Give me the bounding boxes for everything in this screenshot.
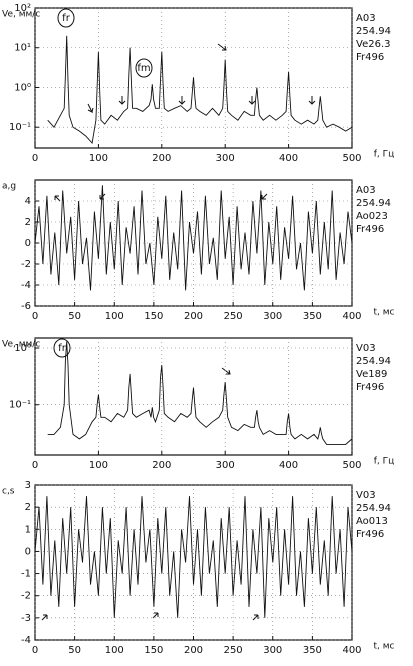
x-tick-label: 300	[263, 645, 282, 656]
panel-info: V03	[356, 343, 376, 354]
arrow	[252, 614, 259, 621]
y-tick-label: 2	[25, 502, 31, 513]
y-tick-label: 0	[25, 546, 31, 557]
x-tick-label: 150	[144, 645, 163, 656]
y-tick-label: 10¹	[14, 43, 31, 54]
y-tick-label: -6	[21, 301, 31, 312]
plot-frame	[34, 337, 353, 456]
x-tick-label: 300	[263, 311, 282, 322]
arrow	[118, 96, 126, 105]
panel-info: Ve189	[356, 369, 387, 380]
x-tick-label: 350	[303, 645, 322, 656]
y-tick-label: -4	[21, 635, 31, 646]
y-tick-label: -3	[21, 613, 31, 624]
arrow	[308, 96, 316, 105]
data-line	[34, 185, 353, 291]
y-tick-label: -2	[21, 591, 31, 602]
arrow	[87, 103, 94, 114]
y-tick-label: 3	[25, 480, 31, 491]
label-circle	[135, 58, 153, 78]
x-axis-label: t, мс	[374, 642, 395, 652]
x-tick-label: 200	[184, 645, 203, 656]
arrow	[261, 193, 268, 200]
x-tick-label: 500	[342, 153, 361, 164]
label-circle	[57, 8, 75, 28]
data-line	[47, 35, 353, 144]
y-tick-label: 1	[25, 524, 31, 535]
data-line	[47, 341, 353, 445]
x-tick-label: 500	[342, 460, 361, 471]
x-tick-label: 250	[224, 645, 243, 656]
x-tick-label: 400	[342, 645, 361, 656]
y-tick-label: -1	[21, 569, 31, 580]
panel-info: A03	[356, 13, 376, 24]
x-axis-label: f, Гц	[374, 457, 395, 467]
panel-info: Ao013	[356, 516, 388, 527]
panel-info: Fr496	[356, 224, 384, 235]
x-axis-label: t, мс	[374, 308, 395, 318]
y-tick-label: 10²	[14, 3, 31, 14]
y-axis-label: Ve, мм/с	[2, 340, 40, 350]
panel-info: Fr496	[356, 529, 384, 540]
x-tick-label: 100	[105, 311, 124, 322]
x-tick-label: 250	[224, 311, 243, 322]
panel-info: A03	[356, 185, 376, 196]
x-tick-label: 400	[279, 153, 298, 164]
y-tick-label: 4	[25, 196, 31, 207]
x-tick-label: 0	[32, 153, 38, 164]
x-tick-label: 200	[152, 153, 171, 164]
x-tick-label: 300	[216, 153, 235, 164]
data-line	[34, 496, 353, 618]
arrow	[217, 43, 227, 51]
x-tick-label: 100	[105, 645, 124, 656]
y-axis-label: Ve, мм/с	[2, 10, 40, 20]
x-tick-label: 50	[68, 311, 81, 322]
panel-info: Fr496	[356, 52, 384, 63]
x-tick-label: 100	[89, 460, 108, 471]
y-tick-label: 10⁻¹	[9, 400, 31, 411]
x-tick-label: 0	[32, 645, 38, 656]
panel-info: 254.94	[356, 198, 391, 209]
arrow	[54, 195, 61, 202]
x-tick-label: 400	[342, 311, 361, 322]
y-axis-label: c,s	[2, 487, 15, 497]
panel-info: 254.94	[356, 26, 391, 37]
x-tick-label: 100	[89, 153, 108, 164]
panel-info: Ve26.3	[356, 39, 390, 50]
x-tick-label: 350	[303, 311, 322, 322]
x-axis-label: f, Гц	[374, 150, 395, 160]
arrow	[178, 96, 186, 105]
y-tick-label: 2	[25, 217, 31, 228]
panel-info: Ao023	[356, 211, 388, 222]
y-tick-label: -4	[21, 280, 31, 291]
x-tick-label: 200	[152, 460, 171, 471]
arrows	[41, 43, 316, 621]
x-tick-label: 200	[184, 311, 203, 322]
x-tick-label: 150	[144, 311, 163, 322]
x-tick-label: 50	[68, 645, 81, 656]
arrow	[221, 367, 231, 375]
y-tick-label: 10⁻¹	[9, 122, 31, 133]
y-tick-label: 10⁰	[14, 82, 31, 93]
y-axis-label: a,g	[2, 182, 16, 192]
x-tick-label: 0	[32, 460, 38, 471]
arrow	[41, 614, 48, 621]
x-tick-label: 300	[216, 460, 235, 471]
y-tick-label: 10⁰	[14, 343, 31, 354]
peak-label: fr	[62, 13, 71, 24]
plot-frame	[34, 7, 353, 149]
panel-info: 254.94	[356, 356, 391, 367]
peak-label: fm	[137, 63, 150, 74]
x-tick-label: 0	[32, 311, 38, 322]
arrow	[248, 96, 256, 105]
y-tick-label: 0	[25, 238, 31, 249]
y-tick-label: -2	[21, 259, 31, 270]
peak-label: fr	[58, 343, 67, 354]
panel-info: 254.94	[356, 503, 391, 514]
panel-info: Fr496	[356, 382, 384, 393]
panel-info: V03	[356, 490, 376, 501]
x-tick-label: 400	[279, 460, 298, 471]
